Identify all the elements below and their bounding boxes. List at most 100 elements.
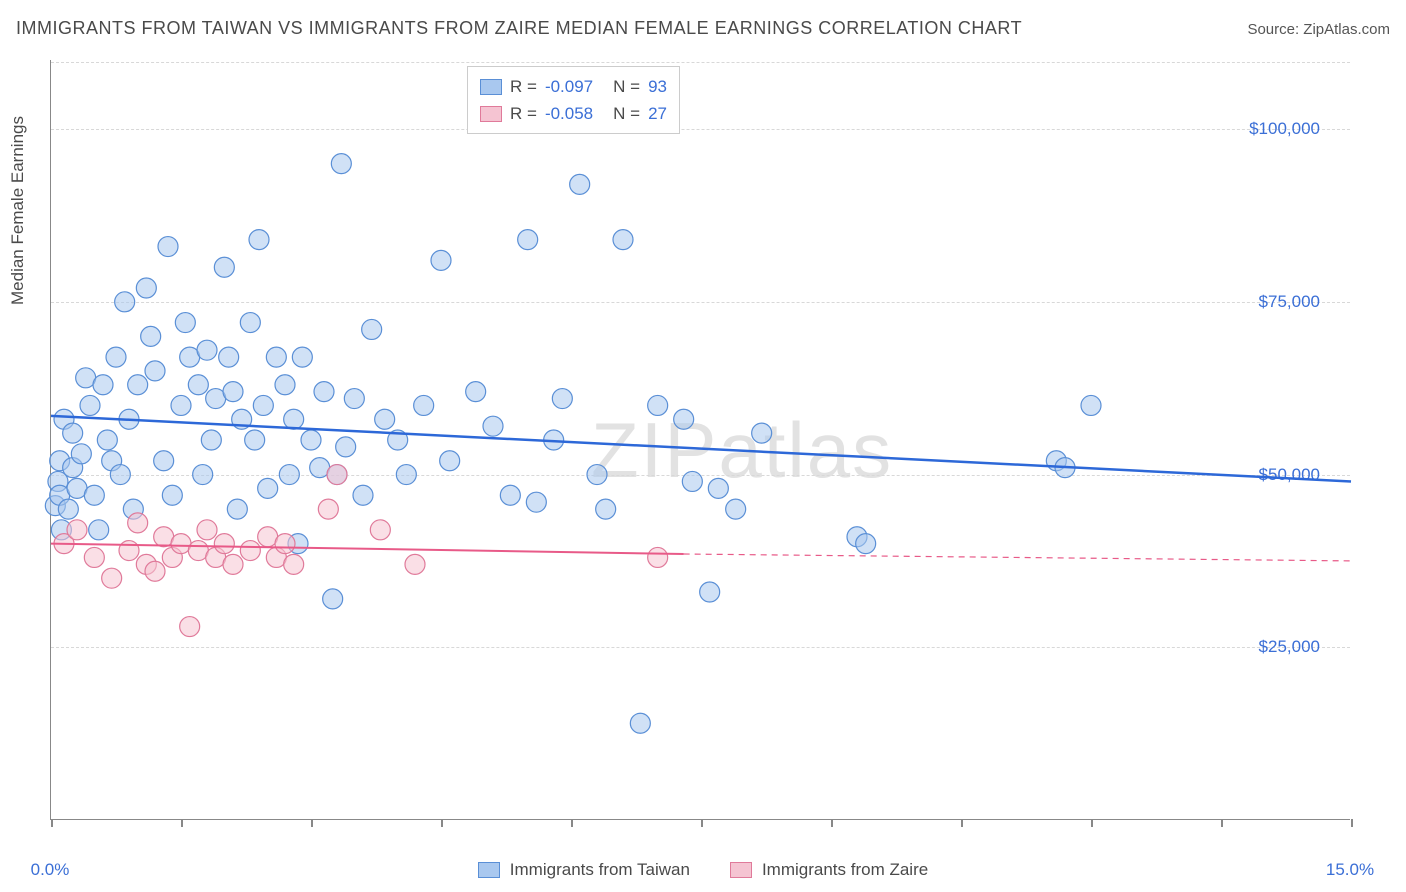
data-point: [405, 554, 425, 574]
data-point: [119, 541, 139, 561]
legend-label-zaire: Immigrants from Zaire: [762, 860, 928, 880]
data-point: [414, 395, 434, 415]
data-point: [396, 465, 416, 485]
data-point: [370, 520, 390, 540]
legend-stat-row: R = -0.097N = 93: [480, 73, 667, 100]
legend-item-zaire: Immigrants from Zaire: [730, 860, 928, 880]
data-point: [353, 485, 373, 505]
data-point: [275, 375, 295, 395]
legend-label-taiwan: Immigrants from Taiwan: [510, 860, 690, 880]
data-point: [201, 430, 221, 450]
data-point: [145, 561, 165, 581]
data-point: [314, 382, 334, 402]
data-point: [67, 520, 87, 540]
data-point: [240, 541, 260, 561]
data-point: [596, 499, 616, 519]
data-point: [115, 292, 135, 312]
data-point: [197, 340, 217, 360]
data-point: [214, 257, 234, 277]
stat-n-label: N =: [613, 100, 640, 127]
data-point: [674, 409, 694, 429]
data-point: [80, 395, 100, 415]
data-point: [440, 451, 460, 471]
legend-stat-row: R = -0.058N = 27: [480, 100, 667, 127]
data-point: [466, 382, 486, 402]
data-point: [362, 319, 382, 339]
stat-r-value: -0.097: [545, 73, 593, 100]
data-point: [500, 485, 520, 505]
data-point: [249, 230, 269, 250]
data-point: [58, 499, 78, 519]
data-point: [292, 347, 312, 367]
data-point: [682, 471, 702, 491]
data-point: [245, 430, 265, 450]
data-point: [613, 230, 633, 250]
swatch-zaire: [730, 862, 752, 878]
data-point: [518, 230, 538, 250]
data-point: [344, 389, 364, 409]
data-point: [84, 547, 104, 567]
data-point: [552, 389, 572, 409]
data-point: [318, 499, 338, 519]
data-point: [141, 326, 161, 346]
stat-n-label: N =: [613, 73, 640, 100]
data-point: [258, 478, 278, 498]
data-point: [219, 347, 239, 367]
data-point: [284, 409, 304, 429]
data-point: [483, 416, 503, 436]
data-point: [197, 520, 217, 540]
data-point: [227, 499, 247, 519]
data-point: [240, 313, 260, 333]
data-point: [266, 347, 286, 367]
data-point: [145, 361, 165, 381]
data-point: [171, 395, 191, 415]
data-point: [526, 492, 546, 512]
data-point: [188, 375, 208, 395]
data-point: [175, 313, 195, 333]
stat-n-value: 27: [648, 100, 667, 127]
data-point: [431, 250, 451, 270]
data-point: [726, 499, 746, 519]
swatch-taiwan: [478, 862, 500, 878]
data-point: [331, 154, 351, 174]
scatter-svg: [51, 60, 1350, 819]
stat-r-label: R =: [510, 100, 537, 127]
trend-line-extrapolated: [684, 554, 1351, 561]
data-point: [708, 478, 728, 498]
swatch-icon: [480, 79, 502, 95]
data-point: [630, 713, 650, 733]
data-point: [102, 568, 122, 588]
data-point: [93, 375, 113, 395]
data-point: [570, 174, 590, 194]
data-point: [587, 465, 607, 485]
data-point: [214, 534, 234, 554]
data-point: [223, 382, 243, 402]
data-point: [253, 395, 273, 415]
data-point: [275, 534, 295, 554]
y-axis-label: Median Female Earnings: [8, 116, 28, 305]
data-point: [301, 430, 321, 450]
chart-header: IMMIGRANTS FROM TAIWAN VS IMMIGRANTS FRO…: [16, 18, 1390, 39]
data-point: [154, 451, 174, 471]
data-point: [279, 465, 299, 485]
data-point: [856, 534, 876, 554]
trend-line: [51, 544, 684, 554]
data-point: [110, 465, 130, 485]
plot-area: ZIPatlas $25,000$50,000$75,000$100,000 R…: [50, 60, 1350, 820]
chart-title: IMMIGRANTS FROM TAIWAN VS IMMIGRANTS FRO…: [16, 18, 1022, 39]
data-point: [162, 485, 182, 505]
source-attribution: Source: ZipAtlas.com: [1247, 21, 1390, 38]
data-point: [752, 423, 772, 443]
bottom-legend: Immigrants from Taiwan Immigrants from Z…: [0, 860, 1406, 880]
stat-r-label: R =: [510, 73, 537, 100]
trend-line: [51, 416, 1351, 482]
data-point: [648, 395, 668, 415]
legend-item-taiwan: Immigrants from Taiwan: [478, 860, 690, 880]
data-point: [89, 520, 109, 540]
data-point: [700, 582, 720, 602]
data-point: [323, 589, 343, 609]
data-point: [375, 409, 395, 429]
data-point: [648, 547, 668, 567]
data-point: [223, 554, 243, 574]
data-point: [128, 375, 148, 395]
